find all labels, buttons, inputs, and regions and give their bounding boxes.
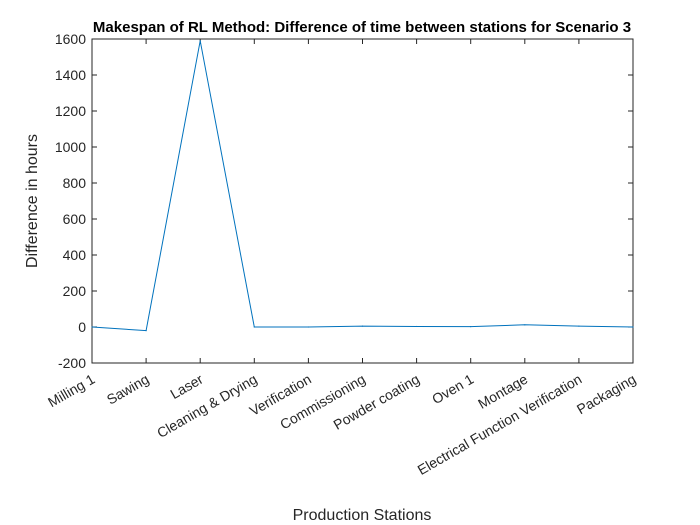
plot-frame [91, 38, 634, 364]
x-tick-label: Laser [167, 371, 206, 403]
y-tick-label: 1600 [55, 31, 86, 47]
y-tick-label: 400 [63, 247, 87, 263]
y-tick-label: 800 [63, 175, 87, 191]
data-point [199, 40, 201, 42]
y-tick-label: 1000 [55, 139, 86, 155]
x-tick-label: Packaging [574, 371, 639, 418]
x-tick-label: Cleaning & Drying [154, 371, 260, 441]
y-tick-label: 1200 [55, 103, 86, 119]
y-tick-label: 1400 [55, 67, 86, 83]
x-tick-label: Oven 1 [429, 371, 476, 408]
y-axis-label: Difference in hours [24, 134, 41, 268]
series-line [91, 40, 634, 332]
data-point [361, 325, 364, 327]
data-point [307, 326, 309, 328]
y-tick-label: -200 [58, 355, 86, 371]
y-tick-label: 200 [63, 283, 87, 299]
chart-title: Makespan of RL Method: Difference of tim… [93, 19, 631, 36]
x-axis-label: Production Stations [293, 507, 432, 524]
y-tick-label: 0 [78, 319, 86, 335]
data-point [470, 326, 472, 328]
data-point [416, 325, 418, 328]
data-point [632, 326, 634, 328]
x-tick-label: Milling 1 [45, 371, 98, 411]
data-point [145, 330, 147, 332]
x-tick-label: Sawing [104, 371, 152, 408]
data-point [524, 324, 526, 326]
plot-area: -200 0 200 400 600 800 1000 1200 1400 1600 Milling… [45, 31, 638, 478]
y-tick-label: 600 [63, 211, 87, 227]
data-point [253, 326, 255, 328]
data-point [578, 325, 580, 327]
data-point [91, 326, 93, 328]
